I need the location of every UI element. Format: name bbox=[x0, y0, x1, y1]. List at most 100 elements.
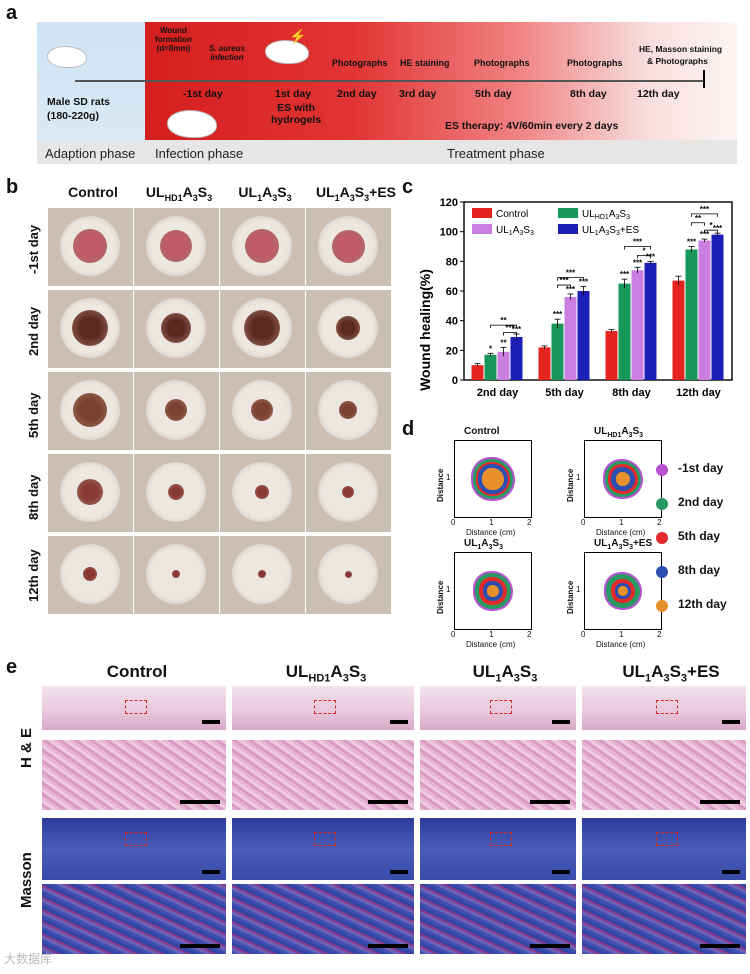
wound-photo bbox=[48, 208, 133, 286]
day-3: 3rd day bbox=[399, 88, 437, 100]
scale-bar bbox=[180, 800, 220, 804]
wound-area bbox=[72, 310, 108, 346]
y-tick-label: 1 bbox=[576, 473, 581, 482]
bar bbox=[605, 331, 618, 380]
legend-swatch bbox=[558, 224, 578, 234]
panel-label-a: a bbox=[6, 2, 18, 24]
rat-icon bbox=[167, 110, 217, 138]
significance-label: ** bbox=[500, 316, 507, 325]
scale-bar bbox=[722, 720, 740, 724]
wound-formation-label: Wound formation (d=8mm) bbox=[155, 26, 192, 53]
scale-bar bbox=[390, 720, 408, 724]
significance-label: *** bbox=[620, 270, 630, 279]
b-col-ul1a3s3-es: UL1A3S3+ES bbox=[315, 184, 397, 203]
y-tick-label: 40 bbox=[446, 316, 458, 328]
x-axis-label: Distance (cm) bbox=[596, 640, 646, 649]
y-axis-label: Distance bbox=[436, 580, 445, 614]
wound-area bbox=[342, 486, 354, 498]
event-he-masson: HE, Masson staining bbox=[639, 44, 723, 54]
bar bbox=[698, 240, 711, 380]
day-12: 12th day bbox=[637, 88, 680, 100]
event-he-masson-photos: & Photographs bbox=[647, 56, 708, 66]
wound-photo bbox=[306, 372, 391, 450]
day-minus1: -1st day bbox=[183, 88, 223, 100]
timeline-end-mark bbox=[703, 70, 705, 88]
trace-plot-area bbox=[454, 552, 532, 630]
x-tick-label: 0 bbox=[581, 630, 586, 639]
scale-bar bbox=[368, 944, 408, 948]
bar bbox=[631, 270, 644, 380]
bar bbox=[551, 323, 564, 380]
wound-photo bbox=[134, 454, 219, 532]
wound-photo bbox=[48, 454, 133, 532]
y-axis-label: Distance bbox=[566, 580, 575, 614]
scale-bar bbox=[552, 870, 570, 874]
experiment-timeline: Adaption phase Infection phase Treatment… bbox=[37, 22, 737, 164]
significance-label: *** bbox=[633, 258, 643, 267]
x-tick-label: 12th day bbox=[676, 387, 722, 399]
significance-bracket bbox=[691, 213, 718, 217]
x-tick-label: 1 bbox=[489, 518, 494, 527]
rats-weight: (180-220g) bbox=[47, 110, 99, 122]
x-tick-label: 2 bbox=[657, 630, 662, 639]
bar bbox=[564, 296, 577, 380]
masson-stain-image bbox=[420, 884, 576, 954]
e-col-control: Control bbox=[106, 662, 168, 681]
day-2: 2nd day bbox=[337, 88, 377, 100]
x-tick-label: 2 bbox=[527, 630, 532, 639]
y-axis-label: Distance bbox=[566, 468, 575, 502]
s-aureus-label: S. aureus infection bbox=[209, 44, 246, 62]
rat-icon bbox=[47, 46, 87, 68]
wound-area bbox=[344, 570, 352, 578]
legend-label: UL1A3S3 bbox=[496, 225, 534, 237]
significance-bracket bbox=[557, 277, 584, 281]
event-photographs-5th: Photographs bbox=[474, 58, 530, 68]
y-axis-label: Wound healing(%) bbox=[417, 269, 433, 391]
event-he-staining: HE staining bbox=[400, 58, 450, 68]
y-axis-label: Distance bbox=[436, 468, 445, 502]
legend-dot bbox=[656, 498, 668, 510]
bar bbox=[672, 280, 685, 380]
significance-bracket bbox=[691, 222, 705, 226]
bar bbox=[510, 336, 523, 380]
legend-label: Control bbox=[496, 209, 528, 220]
legend-dot bbox=[656, 566, 668, 578]
zoom-region-box bbox=[490, 700, 513, 714]
x-tick-label: 8th day bbox=[612, 387, 651, 399]
wound-photo bbox=[134, 372, 219, 450]
significance-label: *** bbox=[700, 205, 710, 214]
panel-label-e: e bbox=[6, 656, 18, 678]
b-col-ul1a3s3: UL1A3S3 bbox=[238, 184, 292, 203]
significance-label: *** bbox=[687, 238, 697, 247]
trace-plot-title: UL1A3S3 bbox=[464, 538, 503, 551]
day-1: 1st day bbox=[275, 88, 312, 100]
significance-bracket bbox=[557, 284, 571, 289]
e-col-ul1a3s3-es: UL1A3S3+ES bbox=[622, 662, 720, 685]
wound-area bbox=[73, 229, 107, 263]
wound-trace bbox=[482, 468, 504, 490]
legend-swatch bbox=[472, 224, 492, 234]
x-tick-label: 0 bbox=[451, 518, 456, 527]
event-photographs-8th: Photographs bbox=[567, 58, 623, 68]
wound-photo bbox=[134, 536, 219, 614]
legend-label: 8th day bbox=[678, 563, 721, 577]
scale-bar bbox=[722, 870, 740, 874]
y-tick-label: 1 bbox=[446, 473, 451, 482]
es-hydrogel-label: ES with hydrogels bbox=[271, 102, 322, 126]
significance-bracket bbox=[624, 246, 651, 250]
trace-plot-area bbox=[584, 440, 662, 518]
he-stain-image bbox=[420, 686, 576, 730]
scale-bar bbox=[202, 870, 220, 874]
b-row-label: 5th day bbox=[26, 392, 41, 438]
legend-label: 2nd day bbox=[678, 495, 724, 509]
wound-area bbox=[161, 313, 191, 343]
trace-plot-area bbox=[454, 440, 532, 518]
he-stain-image bbox=[232, 686, 414, 730]
zoom-region-box bbox=[655, 700, 678, 714]
bar bbox=[497, 351, 510, 380]
significance-label: * bbox=[489, 344, 493, 353]
x-tick-label: 1 bbox=[489, 630, 494, 639]
significance-bracket bbox=[704, 229, 718, 234]
masson-stain-image bbox=[420, 818, 576, 880]
significance-label: *** bbox=[505, 324, 515, 333]
